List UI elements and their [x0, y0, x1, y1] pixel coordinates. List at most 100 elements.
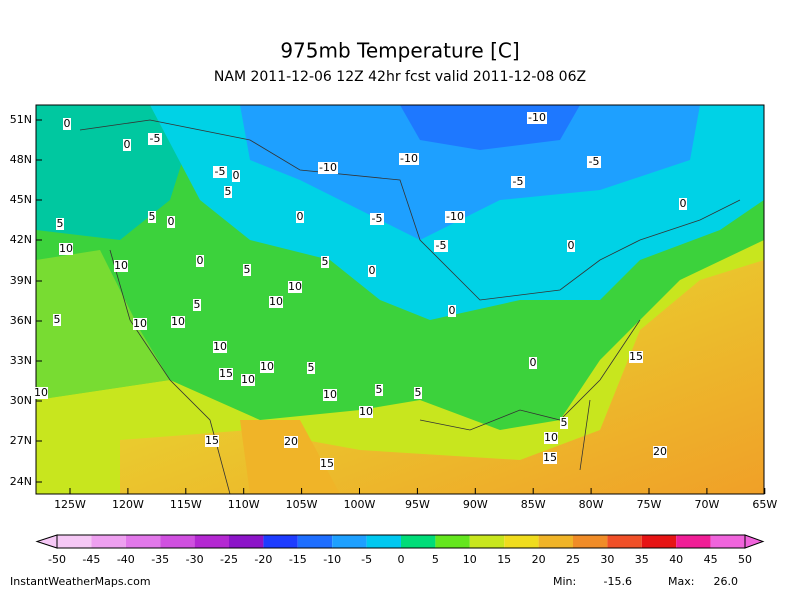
contour-label-bg — [679, 198, 687, 210]
lat-label: 48N — [10, 153, 32, 166]
lat-label: 33N — [10, 354, 32, 367]
colorbar-cell — [297, 535, 333, 548]
contour-label-bg — [320, 458, 334, 470]
contour-label-bg — [543, 452, 557, 464]
contour-label-bg — [167, 216, 175, 228]
contour-label: 0 — [568, 239, 575, 252]
contour-label-bg — [133, 318, 147, 330]
contour-label-bg — [375, 384, 383, 396]
contour-label-bg — [629, 351, 643, 363]
contour-label: 5 — [244, 263, 251, 276]
contour-label-bg — [269, 296, 283, 308]
colorbar-label: -5 — [361, 553, 372, 566]
contour-label-bg — [171, 316, 185, 328]
contour-label-bg — [448, 305, 456, 317]
contour-label: 15 — [219, 367, 233, 380]
lon-label: 65W — [752, 498, 777, 511]
colorbar-label: 5 — [432, 553, 439, 566]
contour-label: 10 — [269, 295, 283, 308]
colorbar-frame — [56, 534, 746, 549]
contour-label: 0 — [64, 117, 71, 130]
lon-label: 80W — [579, 498, 604, 511]
contour-label: 10 — [34, 386, 48, 399]
contour-label: -5 — [436, 239, 447, 252]
colorbar-label: -10 — [323, 553, 341, 566]
contour-label: 15 — [629, 350, 643, 363]
colorbar-cell — [125, 535, 161, 548]
subtitle: NAM 2011-12-06 12Z 42hr fcst valid 2011-… — [214, 69, 586, 85]
contour-label-bg — [213, 341, 227, 353]
colorbar-cell — [538, 535, 573, 548]
contour-label-bg — [527, 112, 547, 124]
colorbar-cell — [676, 535, 711, 548]
contour-label-bg — [114, 260, 128, 272]
contour-label-bg — [59, 243, 73, 255]
contour-label: 0 — [124, 138, 131, 151]
contour-label: 0 — [233, 169, 240, 182]
contour-label-bg — [243, 264, 251, 276]
contour-label: -5 — [372, 212, 383, 225]
contour-label: 10 — [260, 360, 274, 373]
contour-label-bg — [567, 240, 575, 252]
contour-label-bg — [219, 368, 233, 380]
contour-label-bg — [529, 357, 537, 369]
contour-label: 15 — [205, 434, 219, 447]
contour-label: 5 — [415, 386, 422, 399]
contour-label: -5 — [513, 175, 524, 188]
colorbar-cell — [57, 535, 92, 548]
contour-label: 5 — [149, 210, 156, 223]
contour-label: 10 — [359, 405, 373, 418]
colorbar-cell — [91, 535, 126, 548]
contour-label-bg — [205, 435, 219, 447]
contour-label: 15 — [320, 457, 334, 470]
colorbar-cell — [607, 535, 642, 548]
contour-label-bg — [34, 387, 48, 399]
lon-label: 70W — [694, 498, 719, 511]
lat-label: 45N — [10, 193, 32, 206]
contour-label: 10 — [59, 242, 73, 255]
contour-label-bg — [318, 162, 338, 174]
colorbar-end — [35, 534, 58, 549]
contour-label-bg — [511, 176, 525, 188]
contour-label: 5 — [54, 313, 61, 326]
contour-label: 0 — [168, 215, 175, 228]
colorbar-label: 15 — [497, 553, 511, 566]
colorbar-cell — [641, 535, 677, 548]
colorbar-cell — [160, 535, 195, 548]
contour-label-bg — [323, 389, 337, 401]
colorbar-label: -40 — [117, 553, 135, 566]
colorbar-label: 35 — [635, 553, 649, 566]
contour-label-bg — [53, 314, 61, 326]
contour-label-bg — [445, 211, 465, 223]
contour-label-bg — [63, 118, 71, 130]
contour-label: 5 — [225, 185, 232, 198]
lat-label: 39N — [10, 274, 32, 287]
contour-label: 10 — [213, 340, 227, 353]
contour-label: 5 — [376, 383, 383, 396]
lat-label: 42N — [10, 233, 32, 246]
lon-label: 95W — [405, 498, 430, 511]
contour-label-bg — [196, 255, 204, 267]
contour-label-bg — [399, 153, 419, 165]
colorbar-cell — [469, 535, 505, 548]
contour-label-bg — [544, 432, 558, 444]
contour-label: -5 — [150, 132, 161, 145]
contour-label-bg — [232, 170, 240, 182]
contour-label-bg — [193, 299, 201, 311]
contour-label-bg — [148, 133, 162, 145]
contour-label-bg — [296, 211, 304, 223]
colorbar-label: -45 — [82, 553, 100, 566]
map-frame — [35, 104, 765, 495]
contour-label-bg — [307, 362, 315, 374]
colorbar-label: 30 — [600, 553, 614, 566]
contour-label: 0 — [369, 264, 376, 277]
lon-label: 115W — [170, 498, 202, 511]
min-label: Min: — [553, 575, 576, 588]
contour-label-bg — [368, 265, 376, 277]
contour-label: 15 — [543, 451, 557, 464]
lat-label: 30N — [10, 394, 32, 407]
title: 975mb Temperature [C] — [280, 39, 519, 63]
contour-label-bg — [260, 361, 274, 373]
contour-label-bg — [414, 387, 422, 399]
contour-label: 10 — [323, 388, 337, 401]
